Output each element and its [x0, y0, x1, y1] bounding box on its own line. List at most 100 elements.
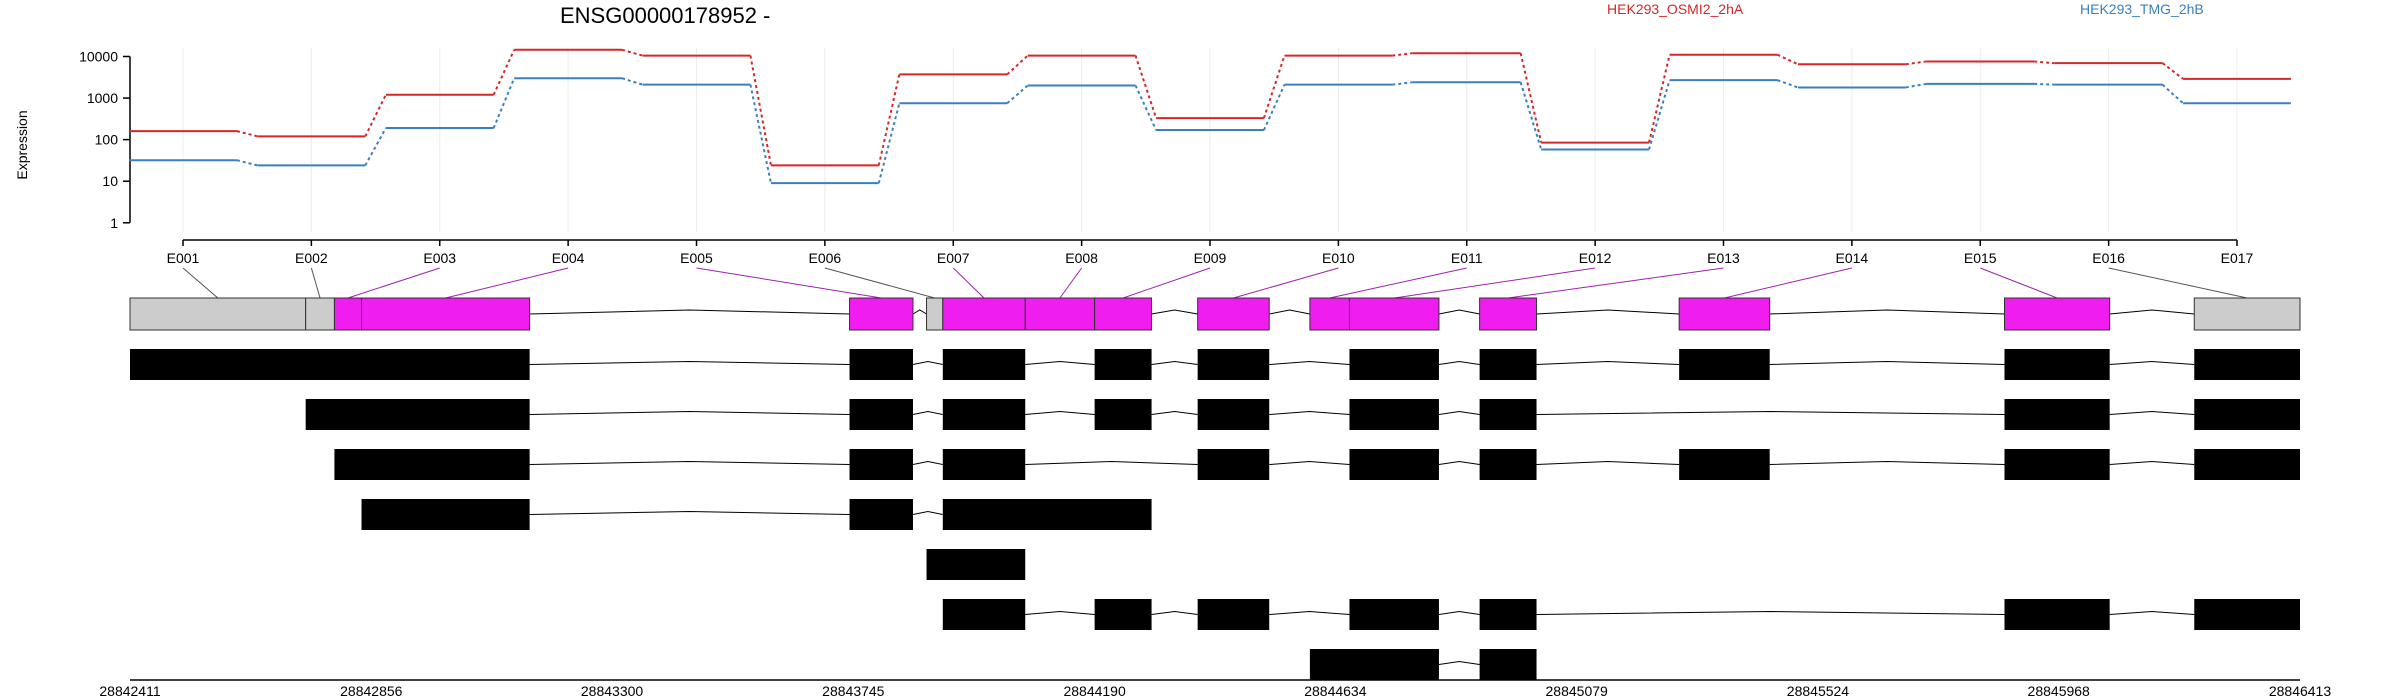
intron-line [1536, 610, 2005, 615]
series-connector [1905, 60, 1927, 66]
intron-line [2109, 410, 2195, 415]
intron-line [912, 360, 943, 365]
series-1 [129, 48, 2291, 167]
intron-line [1438, 309, 1480, 315]
transcript-exon [130, 349, 530, 380]
series-connector [1519, 52, 1543, 143]
intron-line [1769, 360, 2005, 365]
transcript-6 [942, 599, 2300, 630]
exon-connector [310, 267, 321, 299]
series-connector [1777, 79, 1799, 89]
transcript-2 [305, 399, 2300, 430]
transcript-exon [849, 349, 913, 380]
transcript-exon [2194, 349, 2300, 380]
transcript-4 [361, 499, 1152, 530]
exon-tick-label: E001 [167, 250, 200, 266]
intron-line [912, 410, 943, 415]
exon-tick-label: E017 [2221, 250, 2254, 266]
transcript-exon [305, 399, 530, 430]
coord-tick-label: 28845968 [2028, 683, 2091, 699]
series-connector [1263, 84, 1286, 131]
series-connector [1776, 53, 1799, 66]
exon-tick-label: E016 [2092, 250, 2125, 266]
exon-bin [129, 297, 307, 331]
transcript-exon [1479, 599, 1537, 630]
intron-line [1025, 410, 1095, 415]
exon-connector [1059, 267, 1083, 299]
exon-tick-label: E012 [1579, 250, 1612, 266]
intron-line [1438, 460, 1480, 465]
series-connector [1392, 52, 1413, 57]
series-connector [621, 48, 643, 57]
intron-line [529, 309, 850, 315]
intron-line [1269, 410, 1350, 415]
intron-line [1151, 410, 1198, 415]
exon-bin [361, 297, 531, 331]
transcript-exon [849, 449, 913, 480]
intron-line [529, 360, 850, 365]
exon-connector [2108, 267, 2248, 299]
exon-connector [1122, 267, 1211, 299]
series-connector [877, 74, 901, 166]
exon-connector [1724, 267, 1852, 299]
exon-bin [1479, 297, 1538, 331]
intron-line [1269, 610, 1350, 615]
intron-line [1536, 360, 1680, 365]
intron-line [1025, 460, 1198, 465]
transcript-exon [1479, 399, 1537, 430]
exon-bin [942, 297, 1026, 331]
transcript-1 [130, 349, 2300, 380]
transcript-exon [1349, 599, 1439, 630]
series-connector [1134, 55, 1158, 119]
y-axis: 1 10 100 1000 10000 [79, 48, 131, 231]
transcript-exon [942, 599, 1026, 630]
series-connector [1648, 79, 1671, 150]
intron-line [1269, 309, 1310, 315]
transcript-exon [1349, 449, 1439, 480]
coord-tick-label: 28843300 [581, 683, 644, 699]
exon-tick-label: E003 [423, 250, 456, 266]
transcript-exon [1309, 649, 1439, 680]
exon-connector [1233, 267, 1339, 299]
exon-tick-label: E011 [1451, 250, 1483, 266]
exon-bin [1094, 297, 1153, 331]
series-connector [492, 77, 516, 129]
intron-line [1151, 360, 1198, 365]
exon-axis: E001 E002 E003 E004 E005 E006 E007 E008 E009 E010… [167, 239, 2254, 266]
intron-line [2109, 309, 2195, 315]
exon-bin [1678, 297, 1771, 331]
intron-line [1025, 610, 1095, 615]
transcript-exon [942, 399, 1026, 430]
y-tick-label: 10000 [79, 48, 118, 64]
intron-line [1269, 360, 1350, 365]
coord-tick-label: 28845524 [1787, 683, 1850, 699]
exon-tick-label: E006 [809, 250, 842, 266]
transcript-exon [2004, 599, 2110, 630]
intron-line [912, 460, 943, 465]
transcript-5 [926, 549, 1026, 580]
exon-tick-label: E008 [1065, 250, 1098, 266]
intron-line [2109, 360, 2195, 365]
intron-line [529, 460, 850, 465]
exon-tick-label: E015 [1964, 250, 1997, 266]
coord-tick-label: 28845079 [1546, 683, 1609, 699]
transcript-exon [334, 449, 530, 480]
transcript-exon [1094, 399, 1152, 430]
exon-tick-label: E014 [1836, 250, 1869, 266]
intron-line [1536, 309, 1680, 315]
transcript-exon [2004, 449, 2110, 480]
intron-line [1438, 410, 1480, 415]
exon-bin [2193, 297, 2301, 331]
transcript-exon [1479, 349, 1537, 380]
series-connector [877, 103, 901, 184]
transcript-exon [1349, 349, 1439, 380]
intron-line [1438, 360, 1480, 365]
series-connector [236, 130, 258, 138]
exon-connector [1508, 267, 1724, 299]
series-connector [749, 84, 772, 184]
exon-tick-label: E009 [1194, 250, 1227, 266]
series-connector [1262, 55, 1286, 119]
transcript-exon [849, 499, 913, 530]
intron-line [529, 510, 850, 515]
